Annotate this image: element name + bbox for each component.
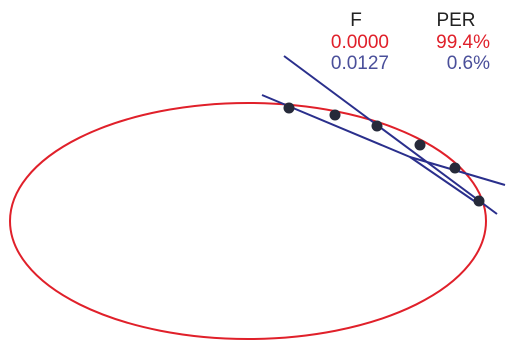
sample-point — [414, 139, 426, 151]
sample-points — [283, 102, 485, 207]
sample-point — [283, 102, 295, 114]
sample-point — [329, 109, 341, 121]
legend-row-1-f: 0.0000 — [330, 32, 389, 53]
legend-row-2-f: 0.0127 — [330, 53, 389, 74]
sample-point — [473, 195, 485, 207]
fitted-ellipse — [9, 102, 487, 340]
legend-row-1-per: 99.4% — [436, 32, 490, 53]
fitted-line-steep — [283, 55, 498, 215]
legend-header-per: PER — [436, 10, 476, 31]
fitted-line-shallow — [261, 94, 481, 206]
legend-header-f: F — [350, 10, 362, 31]
sample-point — [449, 162, 461, 174]
legend-row-2-per: 0.6% — [446, 53, 490, 74]
sample-point — [371, 120, 383, 132]
